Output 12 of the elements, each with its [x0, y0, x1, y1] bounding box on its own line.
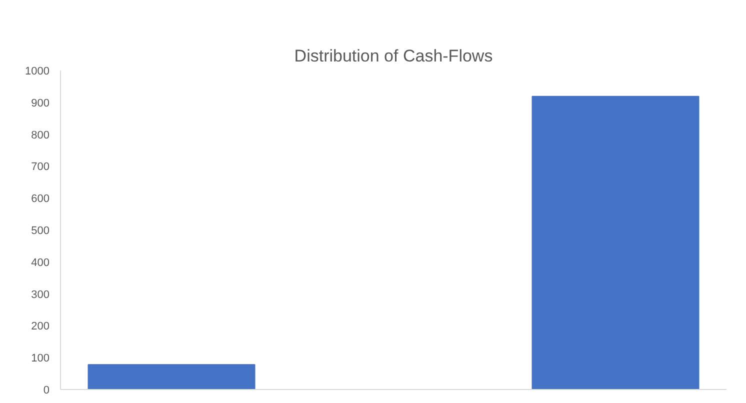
y-tick-label: 200: [31, 320, 50, 333]
y-tick-label: 0: [43, 384, 50, 396]
y-tick-label: 1000: [25, 66, 50, 78]
y-tick-label: 400: [31, 256, 50, 269]
y-tick-label: 700: [31, 161, 50, 174]
y-tick-label: 900: [31, 97, 50, 110]
y-tick-label: 800: [31, 129, 50, 142]
chart-title: Distribution of Cash-Flows: [294, 46, 493, 66]
y-tick-label: 100: [31, 352, 50, 365]
y-tick-label: 600: [31, 193, 50, 206]
y-tick-label: 300: [31, 288, 50, 301]
y-tick-label: 500: [31, 225, 50, 237]
